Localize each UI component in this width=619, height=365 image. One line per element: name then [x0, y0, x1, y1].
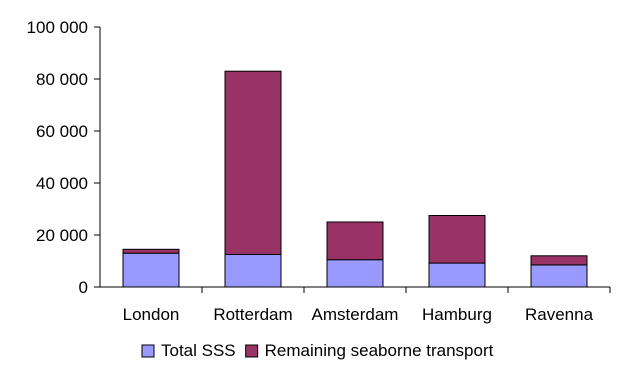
y-tick-label: 0 — [79, 278, 88, 297]
legend: Total SSS Remaining seaborne transport — [141, 341, 494, 360]
legend-label-total-sss: Total SSS — [161, 341, 236, 360]
bar-remaining-seaborne-amsterdam — [326, 221, 384, 261]
x-axis-labels: London Rotterdam Amsterdam Hamburg Ravenna — [123, 287, 611, 324]
y-tick-label: 20 000 — [36, 226, 88, 245]
x-category-label: London — [123, 305, 180, 324]
bar-remaining-seaborne-london — [122, 248, 180, 254]
bars — [122, 70, 588, 288]
legend-swatch-remaining-seaborne — [245, 344, 259, 358]
bar-total-sss-london — [122, 252, 180, 288]
y-tick-label: 60 000 — [36, 122, 88, 141]
x-category-label: Ravenna — [525, 305, 594, 324]
y-tick-label: 80 000 — [36, 70, 88, 89]
bar-remaining-seaborne-ravenna — [530, 255, 588, 266]
y-tick-label: 40 000 — [36, 174, 88, 193]
y-tick-label: 100 000 — [27, 18, 88, 37]
bar-total-sss-rotterdam — [224, 254, 282, 288]
x-category-label: Hamburg — [422, 305, 492, 324]
x-category-label: Amsterdam — [312, 305, 399, 324]
x-category-label: Rotterdam — [213, 305, 292, 324]
y-axis-ticks: 0 20 000 40 000 60 000 80 000 100 000 — [27, 18, 100, 297]
bar-total-sss-amsterdam — [326, 259, 384, 288]
bar-remaining-seaborne-hamburg — [428, 215, 486, 264]
bar-total-sss-hamburg — [428, 262, 486, 288]
bar-remaining-seaborne-rotterdam — [224, 70, 282, 255]
bar-total-sss-ravenna — [530, 264, 588, 288]
legend-swatch-total-sss — [141, 344, 155, 358]
legend-label-remaining-seaborne: Remaining seaborne transport — [265, 341, 494, 360]
